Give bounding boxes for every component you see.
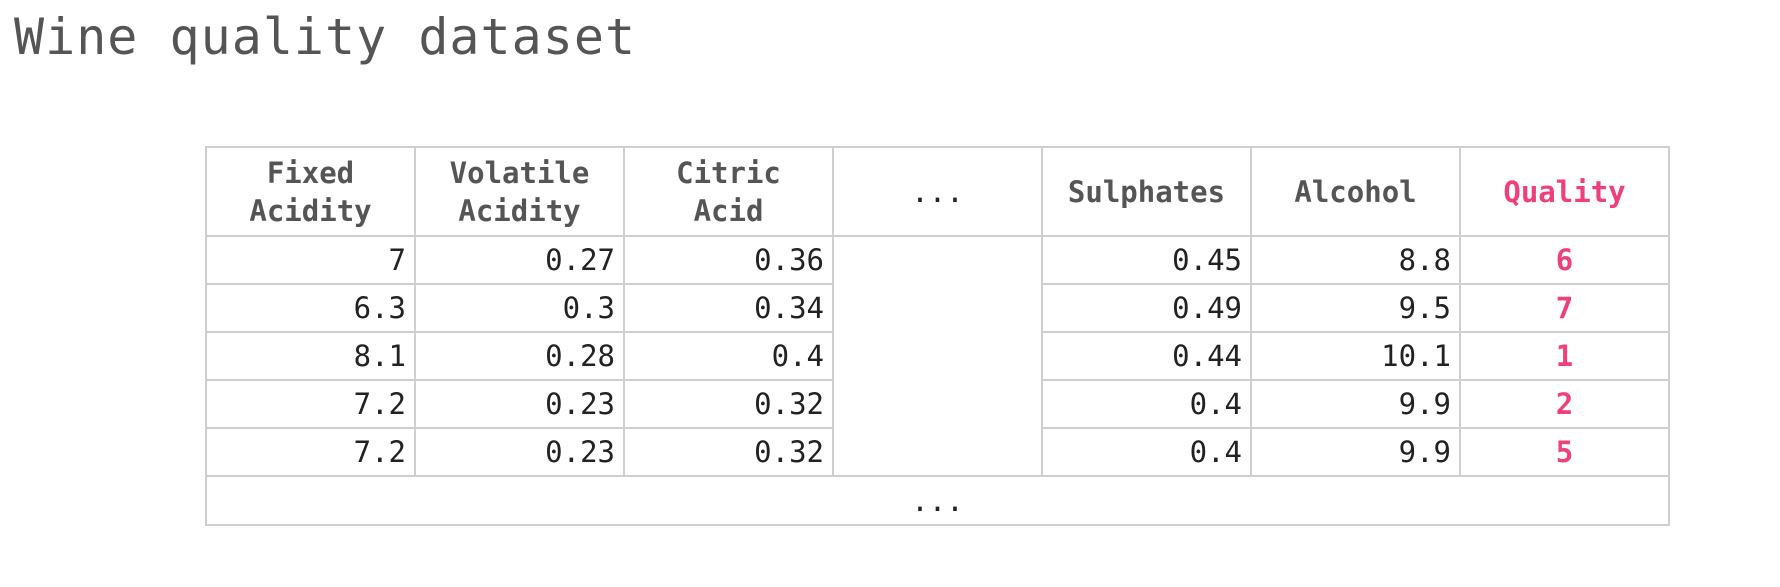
cell-alcohol: 10.1 — [1250, 331, 1461, 381]
cell-alcohol: 9.9 — [1250, 427, 1461, 477]
cell-sulphates: 0.49 — [1041, 283, 1252, 333]
cell-sulphates: 0.4 — [1041, 379, 1252, 429]
cell-sulphates: 0.4 — [1041, 427, 1252, 477]
cell-fixed-acidity: 8.1 — [205, 331, 416, 381]
header-ellipsis: ... — [832, 146, 1043, 237]
table-row: 7 0.27 0.36 0.45 8.8 6 — [205, 235, 1670, 477]
cell-citric-acid: 0.32 — [623, 379, 834, 429]
cell-alcohol: 9.5 — [1250, 283, 1461, 333]
cell-volatile-acidity: 0.23 — [414, 427, 625, 477]
cell-sulphates: 0.45 — [1041, 235, 1252, 285]
cell-citric-acid: 0.4 — [623, 331, 834, 381]
cell-sulphates: 0.44 — [1041, 331, 1252, 381]
cell-volatile-acidity: 0.3 — [414, 283, 625, 333]
cell-volatile-acidity: 0.27 — [414, 235, 625, 285]
table-row: 7.2 0.23 0.32 0.4 9.9 5 — [205, 427, 1670, 477]
table-row: 7.2 0.23 0.32 0.4 9.9 2 — [205, 379, 1670, 429]
header-fixed-acidity: Fixed Acidity — [205, 146, 416, 237]
cell-alcohol: 8.8 — [1250, 235, 1461, 285]
cell-quality: 7 — [1459, 283, 1670, 333]
cell-volatile-acidity: 0.28 — [414, 331, 625, 381]
cell-citric-acid: 0.34 — [623, 283, 834, 333]
table-footer-ellipsis: ... — [205, 475, 1670, 526]
header-sulphates: Sulphates — [1041, 146, 1252, 237]
cell-quality: 2 — [1459, 379, 1670, 429]
cell-fixed-acidity: 7.2 — [205, 427, 416, 477]
header-row: Fixed Acidity Volatile Acidity Citric Acid … — [205, 146, 1670, 237]
cell-quality: 1 — [1459, 331, 1670, 381]
header-quality: Quality — [1459, 146, 1670, 237]
cell-quality: 6 — [1459, 235, 1670, 285]
header-alcohol: Alcohol — [1250, 146, 1461, 237]
cell-quality: 5 — [1459, 427, 1670, 477]
header-citric-acid: Citric Acid — [623, 146, 834, 237]
cell-citric-acid: 0.36 — [623, 235, 834, 285]
cell-volatile-acidity: 0.23 — [414, 379, 625, 429]
cell-alcohol: 9.9 — [1250, 379, 1461, 429]
cell-fixed-acidity: 6.3 — [205, 283, 416, 333]
table-row: 8.1 0.28 0.4 0.44 10.1 1 — [205, 331, 1670, 381]
cell-fixed-acidity: 7 — [205, 235, 416, 285]
ellipsis-column-cell — [832, 235, 1043, 477]
table-footer-row: ... — [205, 475, 1670, 526]
header-volatile-acidity: Volatile Acidity — [414, 146, 625, 237]
cell-citric-acid: 0.32 — [623, 427, 834, 477]
wine-data-table: Fixed Acidity Volatile Acidity Citric Acid … — [205, 146, 1670, 526]
table-row: 6.3 0.3 0.34 0.49 9.5 7 — [205, 283, 1670, 333]
cell-fixed-acidity: 7.2 — [205, 379, 416, 429]
page-title: Wine quality dataset — [14, 8, 637, 66]
